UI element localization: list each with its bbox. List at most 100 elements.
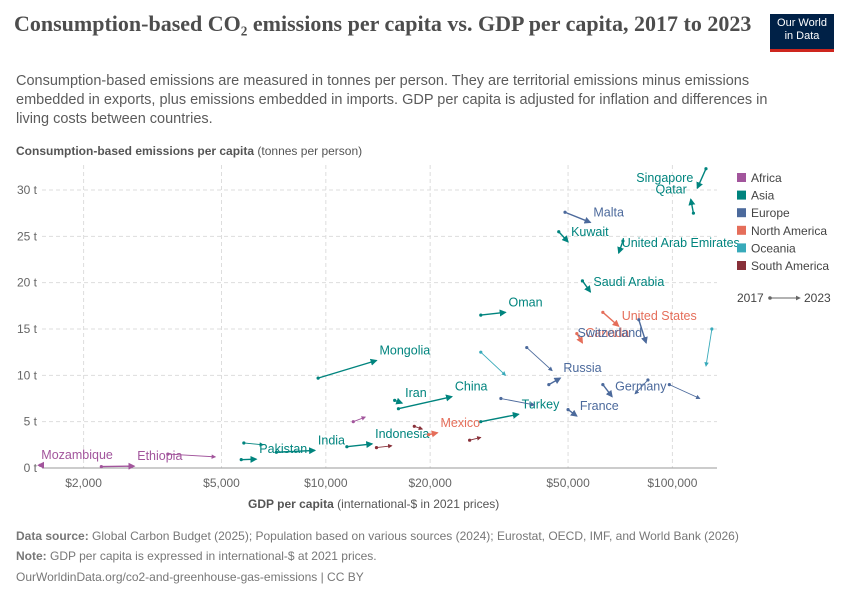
country-label: Saudi Arabia [593,275,664,289]
start-dot [479,313,483,317]
note-text: GDP per capita is expressed in internati… [50,549,377,563]
start-dot [38,463,42,467]
start-dot [99,465,103,469]
trajectory [581,280,592,293]
source-text: Global Carbon Budget (2025); Population … [92,529,739,543]
country-label: Kuwait [571,225,609,239]
source-label: Data source: [16,529,89,543]
country-label: Mexico [441,416,481,430]
start-dot [239,458,243,462]
start-dot [316,376,320,380]
start-dot [563,210,567,214]
y-tick-label: 30 t [17,183,38,197]
logo [770,14,834,52]
trajectory [688,198,696,214]
trajectory [634,379,649,395]
start-dot [637,318,641,322]
trajectory [469,436,482,441]
start-dot [566,408,570,412]
country-label: United Arab Emirates [622,236,740,250]
start-dot [499,396,503,401]
start-dot [351,420,355,424]
trajectory [398,394,453,410]
start-dot [345,445,349,449]
legend-label: Europe [751,206,790,220]
trajectory [480,351,507,376]
trajectory [602,384,613,398]
legend-swatch [737,225,746,235]
start-dot [274,450,278,454]
trajectory [567,409,578,417]
start-dot [646,378,650,382]
trajectory [548,377,562,386]
trajectory [346,441,374,449]
country-label: Malta [593,205,624,219]
start-dot [393,398,397,402]
trajectory [558,231,569,243]
country-label: Canada [585,326,629,340]
start-dot [691,211,696,215]
trajectory [564,211,592,224]
trajectory [243,442,265,447]
x-tick-label: $2,000 [65,476,102,490]
start-dot [242,441,246,445]
logo-box: Our World in Data [777,17,827,42]
country-label: Russia [563,361,601,375]
logo-text: Our World in Data [777,17,827,42]
trajectory [276,447,317,455]
x-unit: (international-$ in 2021 prices) [337,497,499,511]
legend-swatch [737,190,746,200]
start-dot [667,383,671,387]
country-label: Indonesia [375,427,429,441]
trajectory [480,411,520,423]
start-dot [412,424,416,428]
x-tick-label: $100,000 [647,476,697,490]
legend-year-end: 2023 [804,291,831,305]
trajectory [500,398,536,407]
start-dot [479,420,483,424]
legend-swatch [737,243,746,253]
y-tick-label: 10 t [17,368,38,382]
url: OurWorldinData.org/co2-and-greenhouse-ga… [16,570,364,584]
trajectory [638,319,648,345]
country-label: Singapore [636,171,693,185]
country-label: China [455,380,488,394]
y-tick-label: 0 t [24,461,38,475]
trajectory [376,443,393,449]
x-tick-label: $20,000 [408,476,452,490]
country-label: Qatar [656,182,687,196]
legend-label: Asia [751,189,775,203]
note: Note: GDP per capita is expressed in int… [16,549,377,563]
trajectory [576,333,584,344]
x-tick-label: $50,000 [546,476,590,490]
legend-swatch [737,173,746,182]
legend-label: North America [751,224,827,238]
legend-swatch [737,261,746,270]
start-dot [704,167,708,171]
start-dot [601,310,605,314]
trajectory [480,309,507,317]
trajectory [526,347,553,372]
y-axis-title: Consumption-based emissions per capita (… [16,144,362,158]
start-dot [547,383,551,387]
start-dot [580,279,585,283]
trajectory [602,311,620,327]
trajectory [704,328,713,367]
x-label: GDP per capita [248,497,334,511]
legend-swatch [737,208,746,218]
start-dot [166,452,170,456]
y-tick-label: 5 t [24,415,38,429]
subtitle: Consumption-based emissions are measured… [16,73,768,127]
logo-bar [770,49,834,52]
country-label: United States [622,309,697,323]
country-label: France [580,399,619,413]
subtitle-box: Consumption-based emissions are measured… [16,73,768,127]
start-dot [557,230,561,234]
trajectory [617,240,624,255]
trajectory [669,384,701,399]
trajectory [167,453,217,459]
x-axis-title: GDP per capita (international-$ in 2021 … [248,497,499,511]
start-dot [374,446,379,450]
start-dot [575,332,579,336]
